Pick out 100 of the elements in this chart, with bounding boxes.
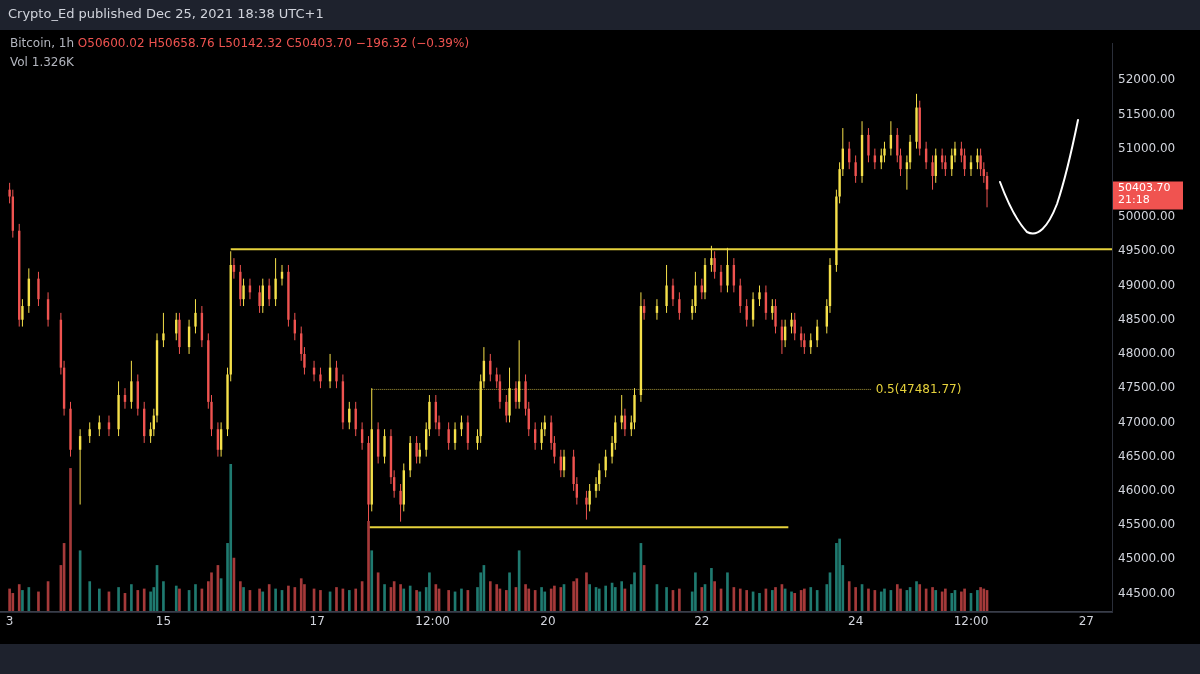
bar bbox=[758, 593, 761, 611]
bar bbox=[495, 584, 499, 611]
candlestick bbox=[162, 312, 165, 348]
y-tick-label: 48000.00 bbox=[1118, 346, 1176, 361]
bar bbox=[136, 590, 140, 611]
bar bbox=[210, 572, 213, 611]
y-tick-label: 47500.00 bbox=[1118, 380, 1176, 395]
bar bbox=[117, 587, 120, 611]
bar bbox=[460, 588, 463, 611]
candlestick bbox=[678, 291, 681, 321]
candlestick bbox=[790, 312, 793, 334]
candlestick bbox=[194, 298, 197, 334]
bar bbox=[242, 587, 245, 611]
y-tick-label: 51500.00 bbox=[1118, 106, 1176, 121]
bar bbox=[367, 521, 370, 611]
bar bbox=[770, 590, 774, 611]
bar bbox=[678, 588, 681, 611]
bar bbox=[267, 584, 271, 611]
bar bbox=[895, 584, 899, 611]
candlestick bbox=[771, 298, 774, 321]
candlestick bbox=[335, 360, 338, 389]
bar bbox=[21, 590, 24, 611]
bar bbox=[931, 587, 934, 611]
bar bbox=[130, 584, 133, 611]
candlestick bbox=[867, 127, 870, 163]
annotation: 0.5(47481.77) bbox=[875, 381, 962, 396]
candlestick bbox=[447, 421, 450, 451]
bar bbox=[274, 588, 277, 611]
bar bbox=[261, 591, 265, 611]
bar bbox=[899, 588, 902, 611]
candlestick bbox=[745, 298, 748, 328]
bar bbox=[11, 593, 15, 611]
bar bbox=[549, 588, 553, 611]
bar bbox=[354, 588, 358, 611]
bar bbox=[960, 591, 963, 611]
bar bbox=[867, 588, 870, 611]
bar bbox=[415, 590, 418, 611]
y-tick-label: 49500.00 bbox=[1118, 243, 1176, 258]
bar bbox=[934, 590, 938, 611]
bar bbox=[604, 585, 607, 611]
bar bbox=[194, 584, 197, 611]
bar bbox=[847, 581, 851, 611]
bar bbox=[17, 584, 21, 611]
bar bbox=[335, 587, 338, 611]
bar bbox=[149, 591, 152, 611]
bar bbox=[543, 591, 547, 611]
candlestick bbox=[399, 483, 402, 523]
candlestick bbox=[274, 257, 277, 307]
bar bbox=[665, 587, 668, 611]
bar bbox=[963, 588, 966, 611]
bar bbox=[399, 584, 402, 611]
candlestick bbox=[854, 154, 857, 184]
candlestick bbox=[758, 285, 761, 307]
bar bbox=[533, 590, 537, 611]
candlestick bbox=[21, 298, 24, 328]
bar bbox=[613, 587, 617, 611]
bar bbox=[88, 581, 92, 611]
y-tick-label: 46000.00 bbox=[1118, 482, 1176, 497]
bar bbox=[239, 581, 242, 611]
bar bbox=[854, 587, 857, 611]
bar bbox=[98, 588, 101, 611]
candlestick bbox=[710, 245, 713, 273]
bar bbox=[162, 581, 165, 611]
bar bbox=[694, 572, 697, 611]
candlestick bbox=[976, 148, 979, 170]
candlestick bbox=[620, 394, 623, 430]
bar bbox=[370, 550, 374, 611]
bar bbox=[588, 584, 591, 611]
bar bbox=[287, 585, 290, 611]
candlestick bbox=[931, 154, 934, 191]
y-tick-label: 48500.00 bbox=[1118, 311, 1176, 326]
bar bbox=[803, 588, 806, 611]
candlestick bbox=[258, 285, 261, 314]
bar bbox=[838, 538, 841, 611]
x-tick-label: 3 bbox=[5, 614, 14, 629]
bar bbox=[447, 590, 450, 611]
bar bbox=[527, 588, 531, 611]
bar bbox=[8, 588, 11, 611]
candlestick bbox=[242, 278, 245, 307]
x-tick-label: 15 bbox=[155, 614, 172, 629]
bar bbox=[69, 468, 72, 611]
candlestick bbox=[585, 490, 588, 521]
bar bbox=[585, 572, 588, 611]
bar bbox=[835, 543, 838, 611]
bar bbox=[726, 572, 729, 611]
candlestick bbox=[460, 415, 463, 437]
bar bbox=[319, 590, 322, 611]
y-tick-label: 45000.00 bbox=[1118, 551, 1176, 566]
x-tick-label: 24 bbox=[847, 614, 864, 629]
candlestick bbox=[319, 367, 322, 389]
annotation: O50600.02 H50658.76 L50142.32 C50403.70 −196.32 (−0.39%) bbox=[77, 36, 470, 50]
candlestick bbox=[726, 247, 729, 293]
y-tick-label: 50000.00 bbox=[1118, 209, 1176, 224]
candlestick bbox=[348, 401, 351, 430]
bar bbox=[793, 593, 797, 611]
x-tick-label: 17 bbox=[309, 614, 325, 629]
bar bbox=[879, 591, 883, 611]
x-tick-label: 12:00 bbox=[415, 614, 450, 629]
bar bbox=[790, 591, 793, 611]
bar bbox=[174, 585, 178, 611]
